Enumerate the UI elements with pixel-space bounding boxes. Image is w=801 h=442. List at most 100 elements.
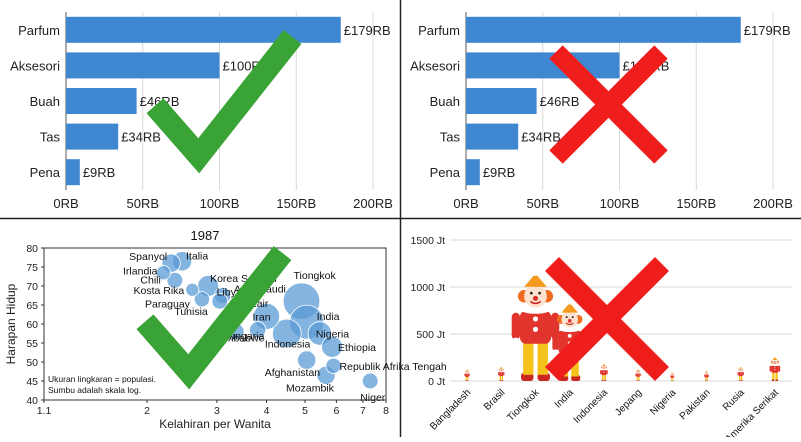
y-tick-label: 1000 Jt bbox=[411, 282, 446, 294]
clown-hand bbox=[498, 375, 499, 376]
clown-leg bbox=[604, 375, 606, 380]
y-tick-label: 1500 Jt bbox=[411, 235, 446, 247]
clown-nose bbox=[774, 362, 775, 363]
clown-leg bbox=[741, 376, 742, 380]
clown-arm bbox=[469, 374, 470, 377]
clown-leg bbox=[602, 375, 604, 380]
bubble-label: Niger bbox=[360, 392, 386, 404]
clown-leg bbox=[739, 376, 740, 380]
clown-arm bbox=[674, 375, 675, 377]
y-tick-label: 80 bbox=[26, 243, 38, 255]
x-tick-label: 100RB bbox=[200, 196, 240, 211]
category-label: Pena bbox=[30, 165, 61, 180]
clown-button bbox=[740, 372, 741, 373]
clown-hat-pom bbox=[501, 366, 502, 367]
clown-button bbox=[568, 334, 572, 338]
bubble-label: Mozambik bbox=[286, 382, 335, 394]
bar bbox=[466, 88, 537, 114]
x-tick-label: 4 bbox=[264, 405, 270, 417]
bar bbox=[466, 124, 518, 150]
clown-arm bbox=[743, 372, 744, 376]
clown-button bbox=[603, 371, 604, 372]
clown-button bbox=[533, 327, 538, 332]
x-tick-label: 2 bbox=[144, 405, 150, 417]
clown-leg bbox=[502, 376, 503, 380]
clown-hat-pom bbox=[603, 363, 604, 364]
clown-leg bbox=[775, 372, 777, 379]
y-tick-label: 60 bbox=[26, 319, 38, 331]
bubble-point bbox=[362, 373, 378, 389]
data-label: £46RB bbox=[540, 94, 580, 109]
data-label: £179RB bbox=[344, 23, 391, 38]
clown-nose bbox=[467, 372, 468, 373]
x-tick-label: 6 bbox=[333, 405, 339, 417]
x-tick-label: 0RB bbox=[453, 196, 478, 211]
chart-title: 1987 bbox=[191, 228, 220, 243]
bubble-label: Iran bbox=[253, 311, 271, 323]
clown-arm bbox=[778, 366, 780, 372]
y-tick-label: 65 bbox=[26, 300, 38, 312]
clown-arm bbox=[465, 374, 466, 377]
clown-hand bbox=[738, 375, 739, 376]
clown-leg bbox=[671, 378, 672, 381]
clown-leg bbox=[707, 377, 708, 380]
bubble-label: Kosta Rika bbox=[133, 285, 184, 297]
x-tick-label: 100RB bbox=[600, 196, 640, 211]
bar bbox=[66, 88, 137, 114]
clown-eye bbox=[530, 292, 533, 295]
clown-nose bbox=[603, 367, 604, 368]
clown-eye bbox=[538, 292, 541, 295]
y-tick-label: 50 bbox=[26, 357, 38, 369]
clown-leg bbox=[637, 377, 638, 381]
clown-hand bbox=[465, 376, 466, 377]
clown-hand bbox=[600, 374, 601, 375]
category-label: Parfum bbox=[18, 23, 60, 38]
clown-arm bbox=[600, 370, 601, 374]
clown-button bbox=[533, 316, 538, 321]
y-axis-label: Harapan Hidup bbox=[4, 283, 18, 364]
clown-arm bbox=[708, 374, 709, 377]
clown-hand bbox=[635, 376, 636, 377]
x-tick-label: 5 bbox=[302, 405, 308, 417]
clown-arm bbox=[512, 313, 520, 340]
clown-arm bbox=[640, 373, 641, 376]
clown-hat-pom bbox=[740, 366, 741, 367]
note-line: Ukuran lingkaran = populasi. bbox=[48, 374, 156, 384]
clown-button bbox=[501, 374, 502, 375]
clown-nose bbox=[501, 370, 502, 371]
category-label: Pena bbox=[430, 165, 461, 180]
clown-hand bbox=[503, 375, 504, 376]
clown-hat-pom bbox=[568, 301, 572, 305]
clown-nose bbox=[740, 370, 741, 371]
y-tick-label: 70 bbox=[26, 281, 38, 293]
data-label: £9RB bbox=[483, 165, 516, 180]
bubble-label: Afghanistan bbox=[265, 367, 321, 379]
clown-arm bbox=[552, 331, 558, 351]
y-tick-label: 75 bbox=[26, 262, 38, 274]
clown-hand bbox=[708, 377, 709, 378]
bubble-label: Republik Afrika Tengah bbox=[340, 361, 447, 373]
category-label: Buah bbox=[430, 94, 460, 109]
clown-nose bbox=[533, 296, 538, 301]
y-tick-label: 0 Jt bbox=[428, 376, 445, 388]
y-tick-label: 45 bbox=[26, 376, 38, 388]
clown-hand bbox=[704, 377, 705, 378]
clown-button bbox=[774, 367, 775, 368]
bubble-label: Ethiopia bbox=[338, 342, 376, 354]
clown-leg bbox=[772, 372, 774, 379]
x-tick-label: 200RB bbox=[353, 196, 393, 211]
bubble-label: Tiongkok bbox=[294, 270, 337, 282]
clown-arm bbox=[738, 372, 739, 376]
y-tick-label: 500 Jt bbox=[416, 329, 445, 341]
x-tick-label: 8 bbox=[383, 405, 389, 417]
bubble-label: Tunisia bbox=[174, 306, 208, 318]
y-tick-label: 55 bbox=[26, 338, 38, 350]
data-label: £34RB bbox=[121, 130, 161, 145]
x-tick-label: 3 bbox=[214, 405, 220, 417]
clown-arm bbox=[503, 372, 504, 376]
clown-hat-pom bbox=[638, 369, 639, 370]
clown-hand bbox=[778, 371, 780, 373]
data-label: £179RB bbox=[744, 23, 791, 38]
clown-leg bbox=[705, 377, 706, 380]
